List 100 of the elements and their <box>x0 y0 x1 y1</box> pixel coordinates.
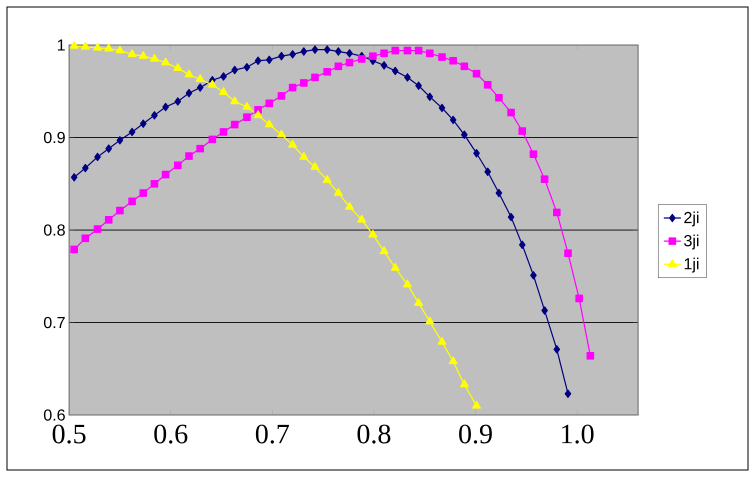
point <box>116 206 124 214</box>
point <box>324 45 330 54</box>
point <box>438 104 446 112</box>
point <box>312 45 318 54</box>
point <box>128 49 136 58</box>
point <box>461 130 468 139</box>
point <box>311 74 319 82</box>
point <box>553 208 561 216</box>
y-tick-label: 0.8 <box>44 224 65 236</box>
point <box>196 83 204 92</box>
point <box>448 356 458 364</box>
point <box>185 152 193 160</box>
point <box>184 70 194 78</box>
point <box>415 82 422 90</box>
point <box>277 130 286 138</box>
point <box>335 47 342 56</box>
point <box>357 214 366 223</box>
point <box>128 128 136 136</box>
point <box>174 161 182 170</box>
point <box>94 152 101 162</box>
x-tick-label: 0.8 <box>357 424 390 444</box>
point <box>139 189 148 197</box>
legend-label: 2ji <box>684 211 698 226</box>
point <box>518 240 526 250</box>
point <box>449 56 457 65</box>
point <box>380 61 388 70</box>
point <box>162 102 169 112</box>
point <box>231 66 238 74</box>
point <box>425 316 434 324</box>
point <box>508 212 514 222</box>
point <box>564 249 572 257</box>
point <box>346 49 353 58</box>
point <box>288 84 296 92</box>
point <box>254 110 262 118</box>
point <box>530 150 538 158</box>
point <box>586 352 594 360</box>
point <box>484 168 492 176</box>
legend-label: 3ji <box>684 234 698 250</box>
x-tick-label: 0.5 <box>52 424 86 444</box>
point <box>380 50 388 58</box>
point <box>484 81 492 89</box>
point <box>116 136 124 144</box>
y-tick-label: 0.7 <box>44 316 65 328</box>
y-tick-label: 0.6 <box>44 409 65 421</box>
point <box>404 46 412 54</box>
point <box>196 144 204 152</box>
point <box>450 116 456 124</box>
point <box>93 42 102 51</box>
point <box>105 144 112 153</box>
point <box>369 52 377 60</box>
point <box>575 294 583 302</box>
point <box>334 62 342 70</box>
point <box>174 97 182 106</box>
point <box>173 63 182 71</box>
point <box>358 55 366 63</box>
y-tick-label: 1 <box>58 40 65 51</box>
point <box>150 180 158 188</box>
point <box>138 51 148 59</box>
point <box>541 306 548 315</box>
point <box>230 120 239 128</box>
point <box>391 46 400 54</box>
point <box>507 108 515 116</box>
point <box>208 80 217 88</box>
point <box>310 162 320 170</box>
point <box>70 40 79 49</box>
point <box>426 50 434 58</box>
point <box>82 164 89 172</box>
point <box>540 175 548 183</box>
point <box>346 58 354 66</box>
point <box>150 54 159 62</box>
point <box>414 46 422 54</box>
point <box>554 345 560 354</box>
point <box>219 87 228 96</box>
point <box>104 216 113 224</box>
point <box>186 88 192 98</box>
x-tick-label: 0.9 <box>459 424 492 444</box>
y-tick-label: 0.9 <box>44 132 65 144</box>
point <box>380 246 388 254</box>
legend-label: 1ji <box>684 258 698 273</box>
point <box>82 234 90 242</box>
point <box>392 66 399 76</box>
point <box>115 46 124 54</box>
point <box>243 113 251 121</box>
point <box>323 68 331 76</box>
point <box>460 380 469 388</box>
x-tick-label: 0.6 <box>154 424 188 444</box>
point <box>289 50 296 58</box>
point <box>426 92 434 102</box>
point <box>230 96 240 104</box>
point <box>473 149 480 158</box>
point <box>438 53 446 61</box>
point <box>518 127 526 135</box>
x-tick-label: 0.7 <box>256 424 289 444</box>
point <box>265 100 274 108</box>
point <box>104 44 114 52</box>
point <box>162 170 170 178</box>
point <box>472 400 481 409</box>
point <box>278 52 285 60</box>
point <box>220 72 227 81</box>
point <box>196 74 205 82</box>
